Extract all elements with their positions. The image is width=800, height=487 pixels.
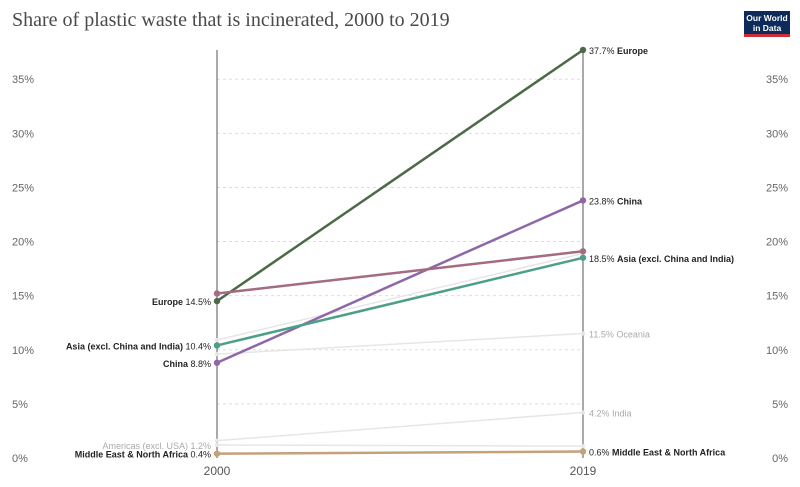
y-tick-label-left: 10% xyxy=(12,345,34,357)
start-label-middle-east-north-africa: Middle East & North Africa 0.4% xyxy=(75,450,211,460)
series-line-india xyxy=(216,411,584,442)
series-point-middle-east-north-africa xyxy=(213,450,221,457)
x-tick-label: 2000 xyxy=(204,464,231,478)
series-line-europe xyxy=(216,48,584,303)
y-tick-label-right: 20% xyxy=(766,237,788,249)
y-tick-label-left: 5% xyxy=(12,399,28,411)
series-point-unlabeled xyxy=(579,248,587,255)
chart-title: Share of plastic waste that is incinerat… xyxy=(12,9,450,31)
end-label-china: 23.8% China xyxy=(589,196,643,206)
y-tick-label-left: 0% xyxy=(12,453,28,465)
series-line-unlabeled xyxy=(216,252,584,341)
series-point-middle-east-north-africa xyxy=(579,448,587,455)
x-tick-label: 2019 xyxy=(570,464,597,478)
y-tick-label-right: 15% xyxy=(766,291,788,303)
y-tick-label-left: 35% xyxy=(12,74,34,86)
end-label-india: 4.2% India xyxy=(589,409,632,419)
y-tick-label-right: 10% xyxy=(766,345,788,357)
y-tick-label-right: 30% xyxy=(766,128,788,140)
series-line-unlabeled xyxy=(216,332,584,355)
series-point-oceania xyxy=(581,331,585,336)
end-label-asia-excl-china-and-india: 18.5% Asia (excl. China and India) xyxy=(589,254,734,264)
y-tick-label-right: 0% xyxy=(772,453,788,465)
series-point-asia-excl-china-and-india xyxy=(579,254,587,261)
end-label-europe: 37.7% Europe xyxy=(589,46,648,56)
series-point-unlabeled xyxy=(215,338,219,343)
series-line-unlabeled xyxy=(216,250,584,295)
logo-line-1: Our World xyxy=(746,13,788,23)
series-line-middle-east-north-africa xyxy=(216,450,584,455)
start-label-americas-excl-usa: Americas (excl. USA) 1.2% xyxy=(102,441,211,451)
y-tick-label-left: 15% xyxy=(12,291,34,303)
series-point-americas-excl-usa xyxy=(215,443,219,448)
logo-line-2: in Data xyxy=(752,23,782,33)
y-tick-label-right: 5% xyxy=(772,399,788,411)
series-point-europe xyxy=(213,297,221,305)
series-line-americas-excl-usa xyxy=(216,444,584,447)
series-point-unlabeled xyxy=(213,290,221,297)
series-point-china xyxy=(213,359,221,366)
end-label-middle-east-north-africa: 0.6% Middle East & North Africa xyxy=(589,448,726,458)
series-point-china xyxy=(579,197,587,204)
start-label-china: China 8.8% xyxy=(163,359,211,369)
series-line-china xyxy=(216,199,584,364)
series-point-americas-excl-usa xyxy=(581,444,585,449)
y-tick-label-right: 35% xyxy=(766,74,788,86)
series-point-india xyxy=(215,438,219,443)
owid-logo[interactable]: Our World in Data xyxy=(744,11,790,37)
start-label-asia-excl-china-and-india: Asia (excl. China and India) 10.4% xyxy=(66,341,211,351)
start-label-europe: Europe 14.5% xyxy=(152,297,211,307)
end-label-oceania: 11.5% Oceania xyxy=(589,330,650,340)
y-tick-label-right: 25% xyxy=(766,182,788,194)
series-point-europe xyxy=(579,46,587,54)
y-tick-label-left: 30% xyxy=(12,128,34,140)
y-tick-label-left: 25% xyxy=(12,182,34,194)
series-point-unlabeled xyxy=(215,352,219,357)
series-point-asia-excl-china-and-india xyxy=(213,342,221,349)
y-tick-label-left: 20% xyxy=(12,237,34,249)
series-point-india xyxy=(581,410,585,415)
series-line-asia-excl-china-and-india xyxy=(216,256,584,347)
